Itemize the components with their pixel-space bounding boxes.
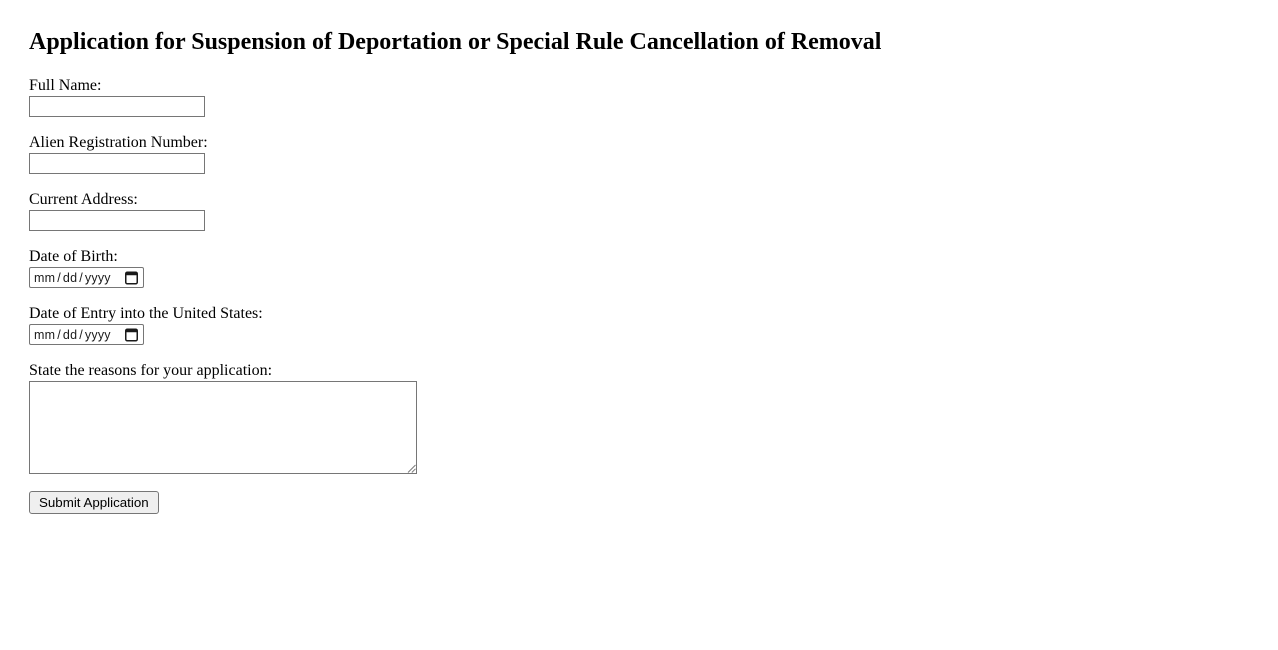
date-separator: / — [57, 327, 61, 342]
application-form: Full Name: Alien Registration Number: Cu… — [29, 77, 1278, 514]
year-segment[interactable]: yyyy — [84, 270, 111, 285]
alien-registration-number-label: Alien Registration Number: — [29, 134, 208, 151]
field-date-of-entry: Date of Entry into the United States: mm… — [29, 305, 1278, 345]
page-title: Application for Suspension of Deportatio… — [29, 29, 882, 55]
submit-application-button[interactable]: Submit Application — [29, 491, 159, 514]
application-form-page: Application for Suspension of Deportatio… — [29, 29, 1278, 514]
date-placeholder-text: mm / dd / yyyy — [34, 328, 111, 342]
date-of-birth-label: Date of Birth: — [29, 248, 118, 265]
date-separator: / — [79, 327, 83, 342]
reasons-textarea[interactable] — [29, 381, 417, 474]
field-alien-registration-number: Alien Registration Number: — [29, 134, 1278, 174]
alien-registration-number-input[interactable] — [29, 153, 205, 174]
field-full-name: Full Name: — [29, 77, 1278, 117]
field-current-address: Current Address: — [29, 191, 1278, 231]
date-of-entry-input[interactable]: mm / dd / yyyy — [29, 324, 144, 345]
field-date-of-birth: Date of Birth: mm / dd / yyyy — [29, 248, 1278, 288]
current-address-input[interactable] — [29, 210, 205, 231]
reasons-label: State the reasons for your application: — [29, 362, 273, 379]
full-name-label: Full Name: — [29, 77, 102, 94]
calendar-icon[interactable] — [125, 271, 138, 285]
current-address-label: Current Address: — [29, 191, 138, 208]
month-segment[interactable]: mm — [34, 327, 56, 342]
month-segment[interactable]: mm — [34, 270, 56, 285]
date-placeholder-text: mm / dd / yyyy — [34, 271, 111, 285]
calendar-icon[interactable] — [125, 328, 138, 342]
date-separator: / — [57, 270, 61, 285]
day-segment[interactable]: dd — [62, 270, 78, 285]
full-name-input[interactable] — [29, 96, 205, 117]
field-reasons: State the reasons for your application: — [29, 362, 1278, 474]
date-of-birth-input[interactable]: mm / dd / yyyy — [29, 267, 144, 288]
day-segment[interactable]: dd — [62, 327, 78, 342]
reasons-textarea-wrap — [29, 381, 417, 474]
year-segment[interactable]: yyyy — [84, 327, 111, 342]
date-of-entry-label: Date of Entry into the United States: — [29, 305, 263, 322]
date-separator: / — [79, 270, 83, 285]
